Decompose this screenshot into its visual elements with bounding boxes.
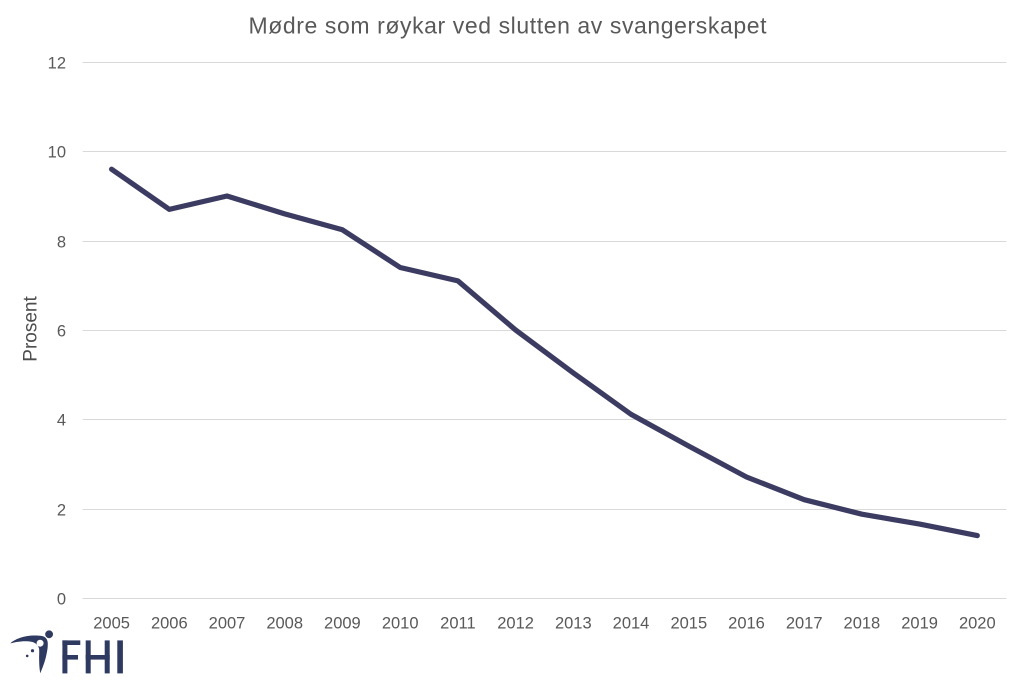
svg-text:2: 2 — [57, 502, 66, 520]
svg-text:Prosent: Prosent — [21, 296, 42, 362]
svg-text:4: 4 — [57, 412, 66, 430]
svg-text:2014: 2014 — [613, 615, 650, 633]
svg-text:2020: 2020 — [959, 615, 996, 633]
svg-text:2007: 2007 — [209, 615, 246, 633]
svg-text:0: 0 — [57, 591, 66, 609]
svg-text:2016: 2016 — [728, 615, 765, 633]
svg-text:10: 10 — [48, 144, 66, 162]
svg-text:2018: 2018 — [844, 615, 881, 633]
svg-text:2008: 2008 — [266, 615, 303, 633]
svg-text:2011: 2011 — [440, 615, 475, 633]
svg-text:2019: 2019 — [901, 615, 938, 633]
svg-text:6: 6 — [57, 323, 66, 341]
svg-text:2006: 2006 — [151, 615, 188, 633]
svg-text:Mødre som røykar ved slutten a: Mødre som røykar ved slutten av svangers… — [249, 13, 768, 39]
svg-text:2013: 2013 — [555, 615, 592, 633]
svg-text:2017: 2017 — [786, 615, 823, 633]
svg-text:2015: 2015 — [670, 615, 707, 633]
svg-text:12: 12 — [48, 55, 66, 73]
svg-text:2012: 2012 — [497, 615, 534, 633]
svg-text:2005: 2005 — [93, 615, 130, 633]
svg-text:2009: 2009 — [324, 615, 361, 633]
svg-text:8: 8 — [57, 234, 66, 252]
svg-text:2010: 2010 — [382, 615, 419, 633]
